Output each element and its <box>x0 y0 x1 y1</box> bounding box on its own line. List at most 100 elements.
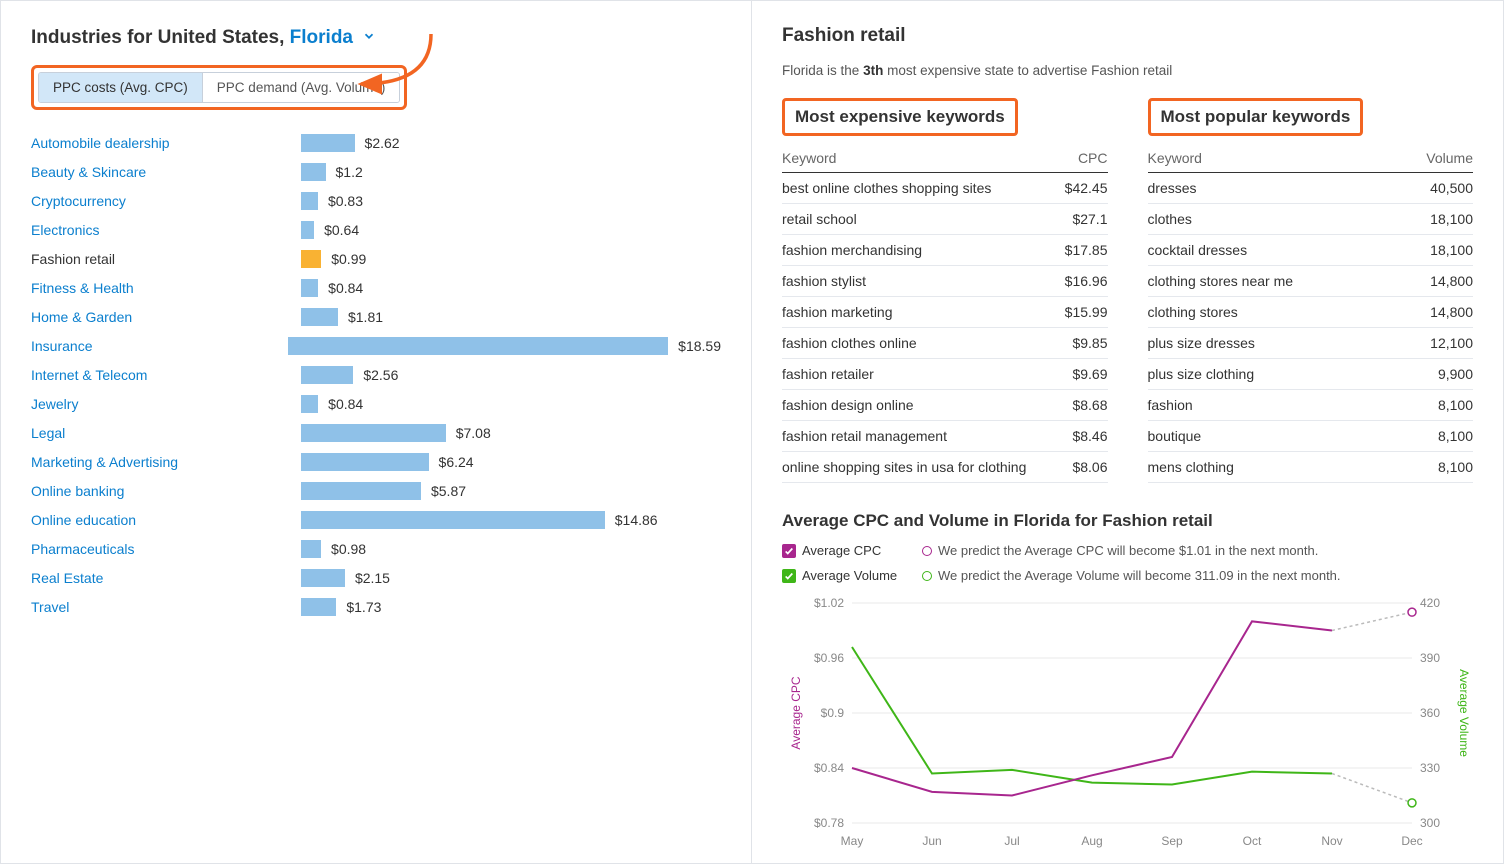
industry-row: Real Estate$2.15 <box>31 563 721 592</box>
bar <box>301 366 353 384</box>
col-keyword: Keyword <box>782 144 1059 173</box>
svg-text:Nov: Nov <box>1321 834 1342 848</box>
industry-link[interactable]: Travel <box>31 599 301 615</box>
svg-text:Average CPC: Average CPC <box>789 676 803 749</box>
table-row: fashion design online$8.68 <box>782 390 1108 421</box>
svg-text:420: 420 <box>1420 596 1440 610</box>
bar <box>301 279 318 297</box>
svg-text:$1.02: $1.02 <box>814 596 844 610</box>
svg-text:Jul: Jul <box>1004 834 1019 848</box>
bar-value: $0.64 <box>324 222 359 238</box>
bar-value: $1.2 <box>336 164 363 180</box>
bar <box>301 308 338 326</box>
industry-link[interactable]: Home & Garden <box>31 309 301 325</box>
industry-link[interactable]: Online education <box>31 512 301 528</box>
table-row: best online clothes shopping sites$42.45 <box>782 173 1108 204</box>
page-title: Industries for United States, Florida <box>31 27 721 49</box>
svg-text:Aug: Aug <box>1081 834 1102 848</box>
industry-row: Automobile dealership$2.62 <box>31 128 721 157</box>
industry-row: Beauty & Skincare $1.2 <box>31 157 721 186</box>
legend-vol-checkbox[interactable] <box>782 569 796 583</box>
table-row: cocktail dresses18,100 <box>1148 235 1474 266</box>
legend-vol-label: Average Volume <box>802 568 922 583</box>
table-row: fashion retailer$9.69 <box>782 359 1108 390</box>
legend-cpc-pred-icon <box>922 546 932 556</box>
industry-link[interactable]: Automobile dealership <box>31 135 301 151</box>
tab-ppc-costs[interactable]: PPC costs (Avg. CPC) <box>39 73 202 102</box>
industry-link[interactable]: Internet & Telecom <box>31 367 301 383</box>
industry-row: Home & Garden $1.81 <box>31 302 721 331</box>
bar-value: $18.59 <box>678 338 721 354</box>
table-row: clothing stores near me14,800 <box>1148 266 1474 297</box>
industry-row: Cryptocurrency $0.83 <box>31 186 721 215</box>
bar-value: $7.08 <box>456 425 491 441</box>
industry-link[interactable]: Insurance <box>31 338 288 354</box>
industry-row: Marketing & Advertising $6.24 <box>31 447 721 476</box>
industry-link: Fashion retail <box>31 251 301 267</box>
popular-heading: Most popular keywords <box>1148 98 1364 136</box>
svg-text:300: 300 <box>1420 816 1440 830</box>
table-row: boutique8,100 <box>1148 421 1474 452</box>
industry-link[interactable]: Online banking <box>31 483 301 499</box>
expensive-heading: Most expensive keywords <box>782 98 1018 136</box>
industry-bar-chart: Automobile dealership$2.62Beauty & Skinc… <box>31 128 721 621</box>
industry-link[interactable]: Cryptocurrency <box>31 193 301 209</box>
industry-link[interactable]: Electronics <box>31 222 301 238</box>
svg-text:Oct: Oct <box>1243 834 1262 848</box>
industry-link[interactable]: Jewelry <box>31 396 301 412</box>
chart-title: Average CPC and Volume in Florida for Fa… <box>782 511 1473 531</box>
tab-ppc-demand[interactable]: PPC demand (Avg. Volume) <box>202 73 400 102</box>
svg-text:$0.78: $0.78 <box>814 816 844 830</box>
industry-link[interactable]: Legal <box>31 425 301 441</box>
industry-row: Fitness & Health$0.84 <box>31 273 721 302</box>
svg-text:Dec: Dec <box>1401 834 1422 848</box>
bar-value: $1.81 <box>348 309 383 325</box>
chevron-down-icon <box>362 27 376 49</box>
svg-text:Average Volume: Average Volume <box>1457 669 1471 757</box>
svg-text:$0.84: $0.84 <box>814 761 844 775</box>
industry-link[interactable]: Pharmaceuticals <box>31 541 301 557</box>
industry-link[interactable]: Beauty & Skincare <box>31 164 301 180</box>
legend-vol-pred-text: We predict the Average Volume will becom… <box>938 568 1341 583</box>
bar-value: $0.99 <box>331 251 366 267</box>
bar-value: $0.83 <box>328 193 363 209</box>
legend-cpc-checkbox[interactable] <box>782 544 796 558</box>
detail-substat: Florida is the 3th most expensive state … <box>782 63 1473 78</box>
table-row: clothing stores14,800 <box>1148 297 1474 328</box>
table-row: fashion8,100 <box>1148 390 1474 421</box>
table-row: plus size clothing9,900 <box>1148 359 1474 390</box>
bar <box>301 221 314 239</box>
industry-link[interactable]: Marketing & Advertising <box>31 454 301 470</box>
legend-vol-pred-icon <box>922 571 932 581</box>
industry-row: Internet & Telecom$2.56 <box>31 360 721 389</box>
svg-text:330: 330 <box>1420 761 1440 775</box>
table-row: fashion retail management$8.46 <box>782 421 1108 452</box>
industry-link[interactable]: Real Estate <box>31 570 301 586</box>
table-row: fashion clothes online$9.85 <box>782 328 1108 359</box>
bar <box>301 134 355 152</box>
line-chart: $0.78300$0.84330$0.9360$0.96390$1.02420M… <box>782 593 1473 853</box>
bar-value: $14.86 <box>615 512 658 528</box>
bar <box>301 598 336 616</box>
table-row: online shopping sites in usa for clothin… <box>782 452 1108 483</box>
industry-row: Legal $7.08 <box>31 418 721 447</box>
legend-cpc-pred-text: We predict the Average CPC will become $… <box>938 543 1318 558</box>
col-keyword2: Keyword <box>1148 144 1394 173</box>
region-dropdown[interactable]: Florida <box>290 27 377 48</box>
table-row: retail school$27.1 <box>782 204 1108 235</box>
svg-text:Jun: Jun <box>922 834 941 848</box>
detail-title: Fashion retail <box>782 25 1473 47</box>
bar-value: $6.24 <box>439 454 474 470</box>
svg-text:360: 360 <box>1420 706 1440 720</box>
bar <box>301 569 345 587</box>
industry-link[interactable]: Fitness & Health <box>31 280 301 296</box>
bar <box>301 482 421 500</box>
tabs-highlight-box: PPC costs (Avg. CPC) PPC demand (Avg. Vo… <box>31 65 407 110</box>
svg-text:May: May <box>841 834 864 848</box>
table-row: fashion stylist$16.96 <box>782 266 1108 297</box>
svg-text:$0.96: $0.96 <box>814 651 844 665</box>
table-row: dresses40,500 <box>1148 173 1474 204</box>
title-prefix: Industries for United States, <box>31 27 284 48</box>
industry-row: Jewelry$0.84 <box>31 389 721 418</box>
expensive-keywords-table: Most expensive keywords Keyword CPC best… <box>782 98 1108 483</box>
